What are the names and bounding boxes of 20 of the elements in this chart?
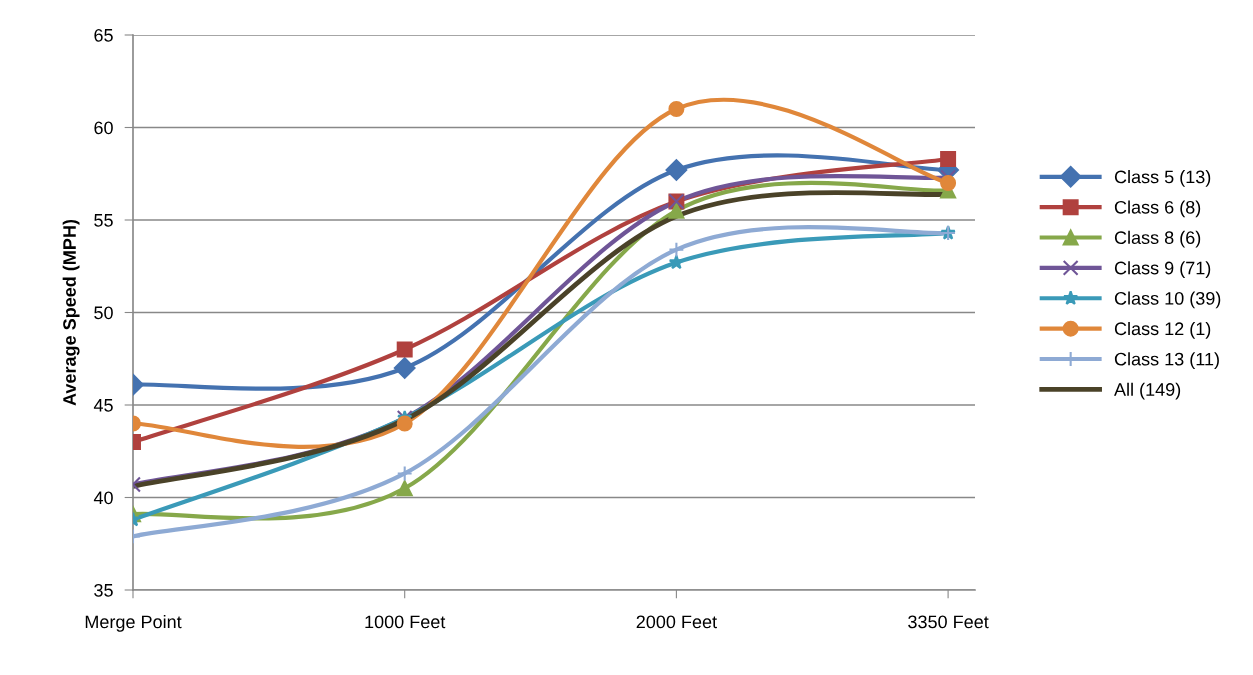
legend-label: Class 9 (71) xyxy=(1114,261,1211,278)
legend-label: Class 13 (11) xyxy=(1114,352,1219,370)
legend-label: Class 6 (8) xyxy=(1114,200,1201,218)
legend-label: Class 8 (6) xyxy=(1114,230,1201,248)
y-axis-title: Average Speed (MPH) xyxy=(62,219,80,406)
legend-label: Class 12 (1) xyxy=(1114,321,1211,339)
x-tick-label: 2000 Feet xyxy=(636,615,717,629)
y-tick-label: 65 xyxy=(94,28,113,42)
legend-label: Class 10 (39) xyxy=(1114,291,1221,309)
y-tick-label: 55 xyxy=(94,214,113,227)
legend-label: Class 5 (13) xyxy=(1114,170,1211,187)
legend-label: All (149) xyxy=(1114,382,1181,400)
x-tick-label: 1000 Feet xyxy=(365,615,446,629)
y-tick-label: 50 xyxy=(94,306,113,320)
x-tick-label: 3350 Feet xyxy=(908,615,989,629)
x-tick-label: Merge Point xyxy=(85,615,182,632)
y-tick-label: 35 xyxy=(94,583,113,597)
y-tick-label: 40 xyxy=(93,491,113,505)
y-tick-label: 60 xyxy=(94,121,113,135)
y-tick-label: 45 xyxy=(93,399,113,412)
